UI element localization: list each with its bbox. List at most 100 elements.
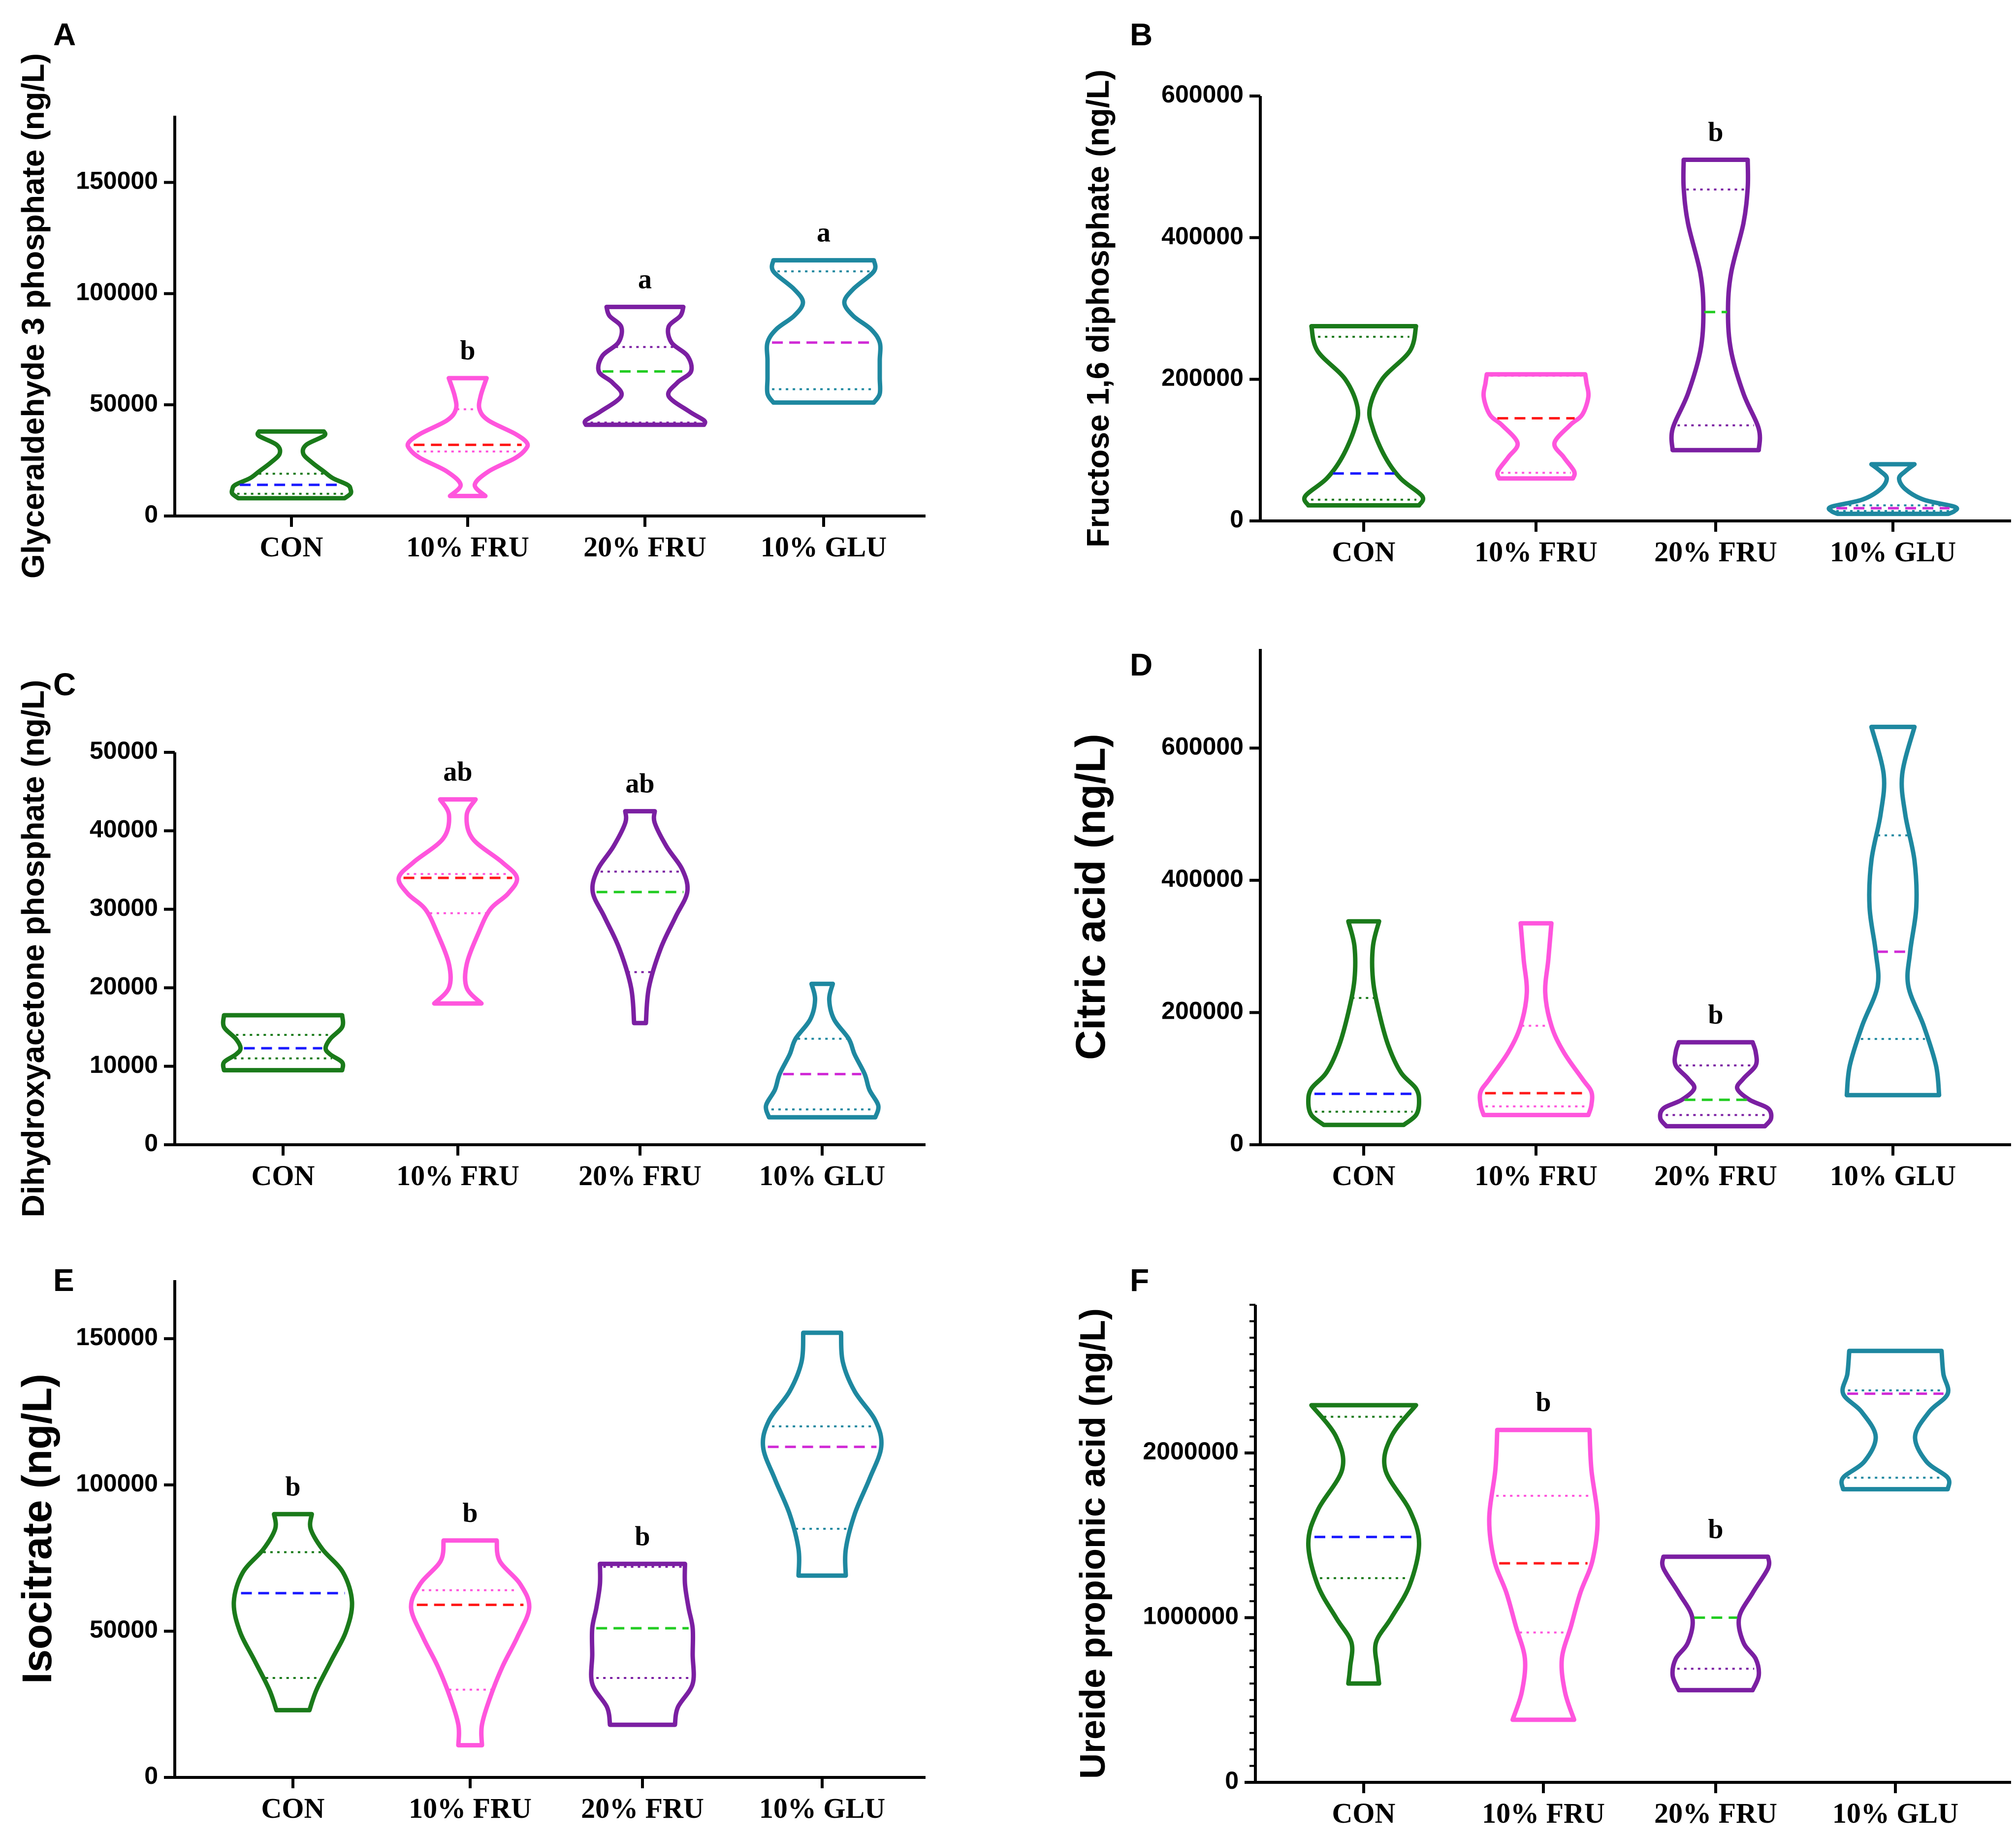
significance-label: b [285,1471,300,1502]
x-tick-label: 10% FRU [1482,1797,1605,1829]
violin-20-fru: b [1658,999,1774,1128]
violin-shape [405,376,530,498]
violin-20-fru: b [1669,117,1762,452]
panel-b: B Fructose 1,6 diphosphate (ng/L) 0 200000 4… [1080,17,2011,568]
violin-shape [409,1538,532,1748]
violin-con [229,429,353,501]
x-tick-label: 20% FRU [581,1792,704,1824]
violin-con [1306,1403,1421,1686]
y-tick-label: 400000 [1161,222,1244,250]
y-tick-label: 100000 [76,278,158,306]
violin-10-fru: b [1487,1387,1600,1722]
y-tick-label: 200000 [1161,997,1244,1025]
x-tick-label: 10% FRU [396,1160,519,1192]
x-tick-label: 10% FRU [406,531,529,563]
violin-10-glu: a [765,218,883,405]
violin-10-glu [1826,462,1959,516]
violin-con: b [231,1471,354,1712]
violin-10-fru [1477,921,1595,1118]
violin-shape [396,797,519,1006]
y-axis-title: Dihydroxyacetone phosphate (ng/L) [15,680,51,1218]
y-axis-title: Isocitrate (ng/L) [14,1374,60,1684]
significance-label: a [817,218,831,248]
y-tick-label: 40000 [90,815,158,843]
significance-label: b [1708,1514,1723,1545]
violin-10-glu [764,981,881,1120]
violin-20-fru: a [582,264,707,427]
x-tick-label: CON [1332,1160,1396,1192]
x-tick-label: 10% GLU [1830,1160,1956,1192]
x-tick-label: 10% GLU [759,1160,885,1192]
x-tick-label: 10% GLU [1830,536,1956,568]
x-tick-label: 10% GLU [1832,1797,1958,1829]
violin-shape [1658,1040,1774,1128]
violin-shape [1660,1554,1772,1693]
x-tick-label: 10% GLU [761,531,887,563]
significance-label: b [460,335,475,366]
violin-shape [582,304,707,427]
violin-shape [1306,1403,1421,1686]
violin-shape [765,258,883,405]
panel-letter: D [1130,647,1152,682]
violin-shape [229,429,353,501]
y-axis-title: Glyceraldehyde 3 phosphate (ng/L) [15,53,51,579]
significance-label: b [1536,1387,1551,1418]
x-tick-label: 20% FRU [1654,1160,1777,1192]
panel-letter: B [1130,17,1152,52]
y-tick-label: 50000 [90,737,158,764]
violin-con [1302,324,1426,508]
violin-shape [1844,724,1942,1097]
y-tick-label: 20000 [90,972,158,999]
violin-10-fru: b [409,1498,532,1748]
y-axis-title: Citric acid (ng/L) [1067,734,1114,1060]
y-tick-label: 400000 [1161,865,1244,892]
violin-10-fru: b [405,335,530,498]
violin-shape [1826,462,1959,516]
violin-con [221,1013,346,1073]
violin-shape [764,981,881,1120]
violin-10-glu [1839,1349,1952,1492]
x-tick-label: 10% GLU [759,1792,885,1824]
violin-shape [1839,1349,1952,1492]
x-tick-label: 10% FRU [1474,1160,1598,1192]
y-tick-label: 600000 [1161,733,1244,760]
y-tick-label: 150000 [76,167,158,194]
y-axis-title: Fructose 1,6 diphosphate (ng/L) [1080,69,1116,548]
y-axis-title: Ureide propionic acid (ng/L) [1073,1308,1113,1779]
x-tick-label: CON [252,1160,315,1192]
violin-shape [231,1512,354,1712]
x-tick-label: CON [261,1792,325,1824]
y-tick-label: 2000000 [1143,1437,1239,1465]
violin-20-fru: b [1660,1514,1772,1693]
x-tick-label: CON [1332,536,1396,568]
significance-label: a [638,264,652,294]
violin-10-fru: ab [396,757,519,1006]
violin-20-fru: b [589,1521,696,1727]
y-tick-label: 0 [1230,505,1244,533]
violin-shape [1302,324,1426,508]
y-tick-label: 50000 [90,389,158,417]
y-tick-label: 200000 [1161,364,1244,391]
significance-label: b [1708,117,1723,147]
x-tick-label: 10% FRU [1474,536,1598,568]
significance-label: b [635,1521,650,1551]
x-tick-label: 20% FRU [578,1160,702,1192]
y-tick-label: 10000 [90,1051,158,1078]
violin-shape [1477,921,1595,1118]
x-tick-label: 20% FRU [1654,1797,1777,1829]
panel-f: F Ureide propionic acid (ng/L) 0 1000000 200… [1073,1262,2011,1829]
panel-d: D Citric acid (ng/L) 0 200000 400000 600000 CO… [1067,647,2011,1192]
y-tick-label: 150000 [76,1323,158,1351]
panel-e: E Isocitrate (ng/L) 0 50000 100000 150000 CON 1… [14,1262,926,1824]
panel-letter: A [53,17,76,52]
violin-10-glu [761,1330,884,1578]
x-tick-label: CON [260,531,323,563]
violin-shape [1669,158,1762,452]
significance-label: b [462,1498,478,1528]
x-tick-label: CON [1332,1797,1396,1829]
x-tick-label: 20% FRU [583,531,706,563]
violin-20-fru: ab [590,769,690,1026]
